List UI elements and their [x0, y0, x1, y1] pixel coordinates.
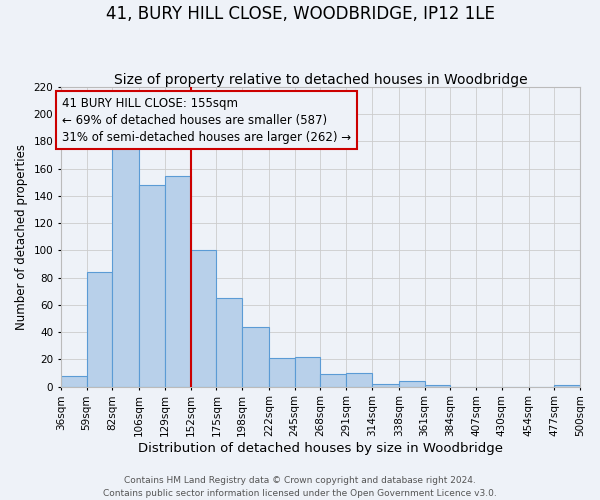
Bar [242, 326, 269, 386]
Text: 41, BURY HILL CLOSE, WOODBRIDGE, IP12 1LE: 41, BURY HILL CLOSE, WOODBRIDGE, IP12 1L… [106, 5, 494, 23]
Y-axis label: Number of detached properties: Number of detached properties [15, 144, 28, 330]
Bar [86, 272, 112, 386]
Text: 41 BURY HILL CLOSE: 155sqm
← 69% of detached houses are smaller (587)
31% of sem: 41 BURY HILL CLOSE: 155sqm ← 69% of deta… [62, 96, 351, 144]
Bar [139, 185, 165, 386]
Bar [295, 356, 320, 386]
Bar [269, 358, 295, 386]
Bar [165, 176, 191, 386]
Bar [399, 381, 425, 386]
Bar [320, 374, 346, 386]
Text: Contains HM Land Registry data © Crown copyright and database right 2024.
Contai: Contains HM Land Registry data © Crown c… [103, 476, 497, 498]
Bar [61, 376, 86, 386]
Bar [112, 143, 139, 386]
Bar [217, 298, 242, 386]
X-axis label: Distribution of detached houses by size in Woodbridge: Distribution of detached houses by size … [138, 442, 503, 455]
Title: Size of property relative to detached houses in Woodbridge: Size of property relative to detached ho… [113, 73, 527, 87]
Bar [346, 373, 372, 386]
Bar [191, 250, 217, 386]
Bar [372, 384, 399, 386]
